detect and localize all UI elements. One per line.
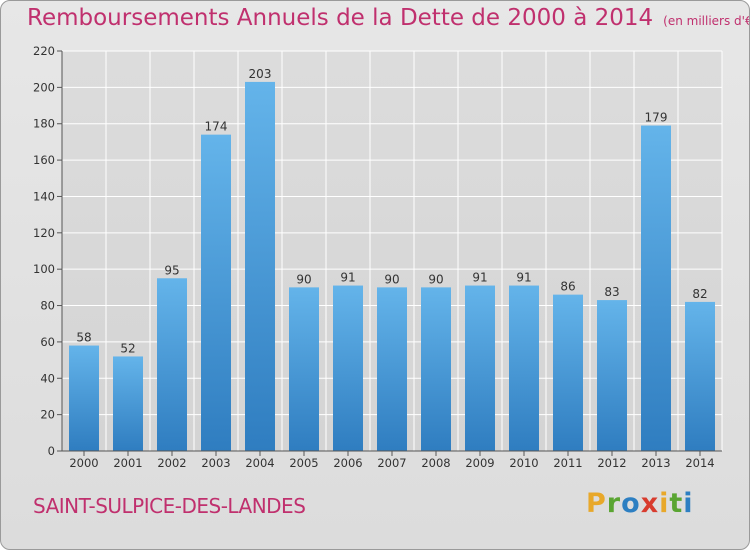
bar-2006 — [333, 285, 363, 451]
logo-letter: P — [586, 488, 607, 519]
bar-2007 — [377, 287, 407, 451]
y-tick-label: 60 — [40, 335, 55, 349]
bar-2000 — [69, 345, 99, 451]
y-tick-label: 120 — [33, 226, 55, 240]
y-tick-label: 100 — [33, 262, 55, 276]
bar-value-label: 90 — [296, 272, 311, 286]
bar-value-label: 95 — [164, 263, 179, 277]
x-tick-label: 2006 — [333, 456, 362, 470]
y-tick-label: 80 — [40, 299, 55, 313]
bar-2003 — [201, 134, 231, 452]
x-tick-label: 2007 — [377, 456, 406, 470]
logo-letter: t — [669, 488, 684, 519]
x-tick-label: 2005 — [289, 456, 318, 470]
bar-value-label: 90 — [384, 272, 399, 286]
bar-value-label: 52 — [120, 341, 135, 355]
logo-letter: o — [621, 488, 641, 519]
logo-letter: x — [640, 488, 660, 519]
x-tick-label: 2003 — [201, 456, 230, 470]
bar-2014 — [685, 301, 715, 451]
bar-2005 — [289, 287, 319, 451]
commune-name: SAINT-SULPICE-DES-LANDES — [33, 494, 306, 518]
bar-2004 — [245, 81, 275, 451]
y-tick-label: 140 — [33, 189, 55, 203]
bar-value-label: 90 — [428, 272, 443, 286]
bar-2012 — [597, 300, 627, 451]
bar-2013 — [641, 125, 671, 451]
bar-value-label: 91 — [472, 271, 487, 285]
bar-2011 — [553, 294, 583, 451]
y-tick-label: 0 — [48, 444, 55, 458]
proxiti-logo: Proxiti — [586, 488, 694, 519]
bar-value-label: 82 — [692, 287, 707, 301]
bar-value-label: 83 — [604, 285, 619, 299]
logo-letter: i — [659, 488, 670, 519]
bar-value-label: 91 — [340, 271, 355, 285]
x-tick-label: 2001 — [113, 456, 142, 470]
bar-2002 — [157, 278, 187, 451]
x-tick-label: 2009 — [465, 456, 494, 470]
bar-value-label: 203 — [249, 67, 272, 81]
bar-2001 — [113, 356, 143, 451]
chart-title-text: Remboursements Annuels de la Dette de 20… — [27, 5, 654, 31]
bar-2008 — [421, 287, 451, 451]
x-tick-label: 2014 — [685, 456, 714, 470]
bar-value-label: 174 — [205, 120, 228, 134]
y-tick-label: 200 — [33, 80, 55, 94]
x-tick-label: 2008 — [421, 456, 450, 470]
logo-letter: i — [683, 488, 694, 519]
x-tick-label: 2013 — [641, 456, 670, 470]
bar-value-label: 179 — [645, 111, 668, 125]
bar-value-label: 58 — [76, 331, 91, 345]
bar-value-label: 91 — [516, 271, 531, 285]
y-tick-label: 180 — [33, 117, 55, 131]
y-tick-label: 40 — [40, 371, 55, 385]
bar-2010 — [509, 285, 539, 451]
bar-value-label: 86 — [560, 280, 575, 294]
logo-letter: r — [606, 488, 622, 519]
x-tick-label: 2011 — [553, 456, 582, 470]
y-tick-label: 220 — [33, 44, 55, 58]
bar-2009 — [465, 285, 495, 451]
x-tick-label: 2000 — [69, 456, 98, 470]
y-tick-label: 20 — [40, 408, 55, 422]
x-tick-label: 2002 — [157, 456, 186, 470]
x-tick-label: 2012 — [597, 456, 626, 470]
x-tick-label: 2010 — [509, 456, 538, 470]
y-tick-label: 160 — [33, 153, 55, 167]
chart-unit-note: (en milliers d'€) — [663, 14, 750, 28]
x-tick-label: 2004 — [245, 456, 274, 470]
chart-title: Remboursements Annuels de la Dette de 20… — [27, 5, 750, 31]
